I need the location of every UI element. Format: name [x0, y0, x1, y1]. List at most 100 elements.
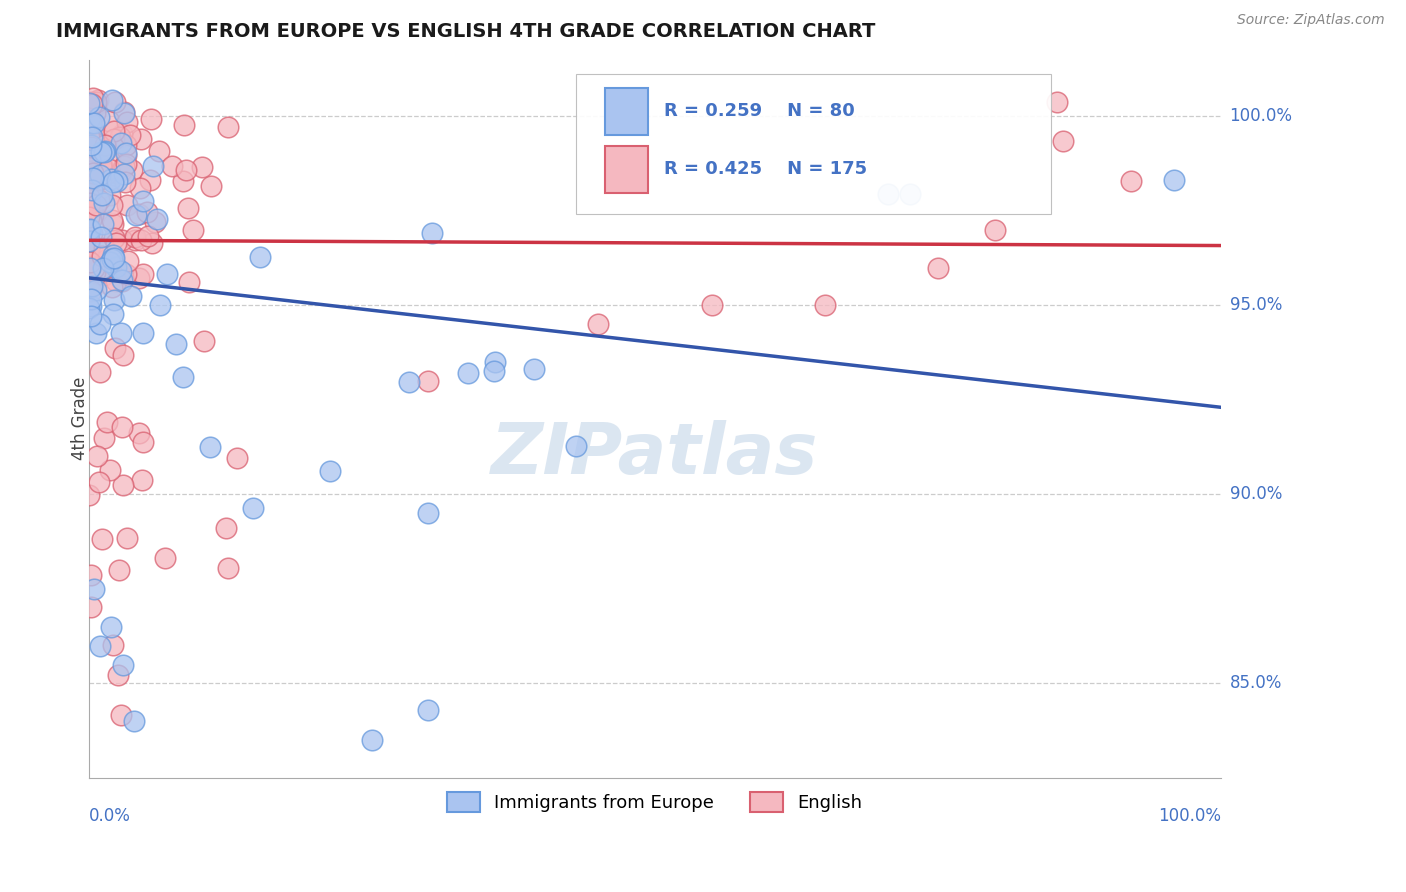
Point — [131, 473, 153, 487]
Point — [420, 226, 443, 240]
Point — [118, 128, 141, 142]
Point — [82, 97, 104, 112]
Point — [814, 298, 837, 312]
Point — [124, 233, 146, 247]
Point — [77, 278, 100, 293]
Point — [103, 638, 125, 652]
Point — [103, 251, 125, 265]
Point — [82, 91, 104, 105]
Point — [177, 275, 200, 289]
Point — [107, 667, 129, 681]
Point — [104, 95, 127, 109]
Point — [86, 449, 108, 463]
Text: ZIPatlas: ZIPatlas — [491, 420, 818, 489]
Point — [79, 186, 101, 200]
Point — [93, 138, 115, 153]
Point — [84, 326, 107, 340]
Point — [97, 161, 120, 176]
Text: 100.0%: 100.0% — [1230, 107, 1292, 125]
Point — [110, 420, 132, 434]
Point — [93, 142, 115, 156]
Point — [156, 267, 179, 281]
Point — [96, 252, 118, 266]
Point — [484, 354, 506, 368]
Point — [93, 164, 115, 178]
Point — [82, 205, 104, 219]
Point — [94, 137, 117, 152]
Point — [148, 144, 170, 158]
Point — [172, 174, 194, 188]
Point — [105, 260, 128, 274]
Point — [132, 326, 155, 341]
Point — [117, 115, 139, 129]
FancyBboxPatch shape — [605, 145, 648, 193]
Point — [565, 439, 588, 453]
Point — [83, 125, 105, 139]
Text: Source: ZipAtlas.com: Source: ZipAtlas.com — [1237, 13, 1385, 28]
Point — [129, 132, 152, 146]
Point — [98, 187, 121, 202]
Point — [136, 205, 159, 219]
FancyBboxPatch shape — [605, 88, 648, 135]
Point — [80, 154, 103, 169]
Point — [80, 98, 103, 112]
Point — [136, 228, 159, 243]
Point — [115, 148, 138, 162]
Point — [523, 362, 546, 376]
Point — [80, 95, 103, 109]
Point — [112, 105, 135, 120]
Point — [128, 207, 150, 221]
Point — [79, 112, 101, 126]
Point — [1046, 95, 1069, 109]
Point — [77, 96, 100, 111]
Point — [79, 223, 101, 237]
Point — [110, 129, 132, 144]
Point — [89, 168, 111, 182]
Point — [79, 135, 101, 149]
Point — [101, 280, 124, 294]
Point — [80, 130, 103, 145]
Point — [83, 99, 105, 113]
Point — [129, 233, 152, 247]
Point — [101, 93, 124, 107]
Point — [131, 194, 153, 209]
Point — [114, 175, 136, 189]
Point — [82, 192, 104, 206]
Text: 100.0%: 100.0% — [1159, 806, 1222, 825]
Point — [77, 234, 100, 248]
Point — [418, 703, 440, 717]
Point — [80, 135, 103, 149]
Point — [83, 582, 105, 596]
Point — [87, 136, 110, 150]
Point — [80, 277, 103, 292]
Point — [77, 235, 100, 249]
Point — [225, 451, 247, 466]
Point — [360, 733, 382, 747]
Point — [1119, 174, 1142, 188]
Point — [110, 708, 132, 723]
Point — [77, 191, 100, 205]
Point — [482, 364, 505, 378]
Point — [110, 264, 132, 278]
Point — [80, 178, 103, 192]
Point — [96, 415, 118, 429]
Point — [110, 136, 132, 151]
Point — [79, 135, 101, 149]
Point — [173, 118, 195, 132]
Point — [103, 231, 125, 245]
Point — [79, 140, 101, 154]
Point — [111, 348, 134, 362]
Point — [98, 114, 121, 128]
Point — [104, 274, 127, 288]
Point — [77, 126, 100, 140]
Point — [101, 248, 124, 262]
Point — [90, 229, 112, 244]
Point — [103, 293, 125, 308]
Point — [114, 146, 136, 161]
Point — [101, 217, 124, 231]
Point — [98, 154, 121, 169]
Point — [416, 507, 439, 521]
Point — [93, 431, 115, 445]
Point — [77, 241, 100, 255]
Point — [108, 562, 131, 576]
